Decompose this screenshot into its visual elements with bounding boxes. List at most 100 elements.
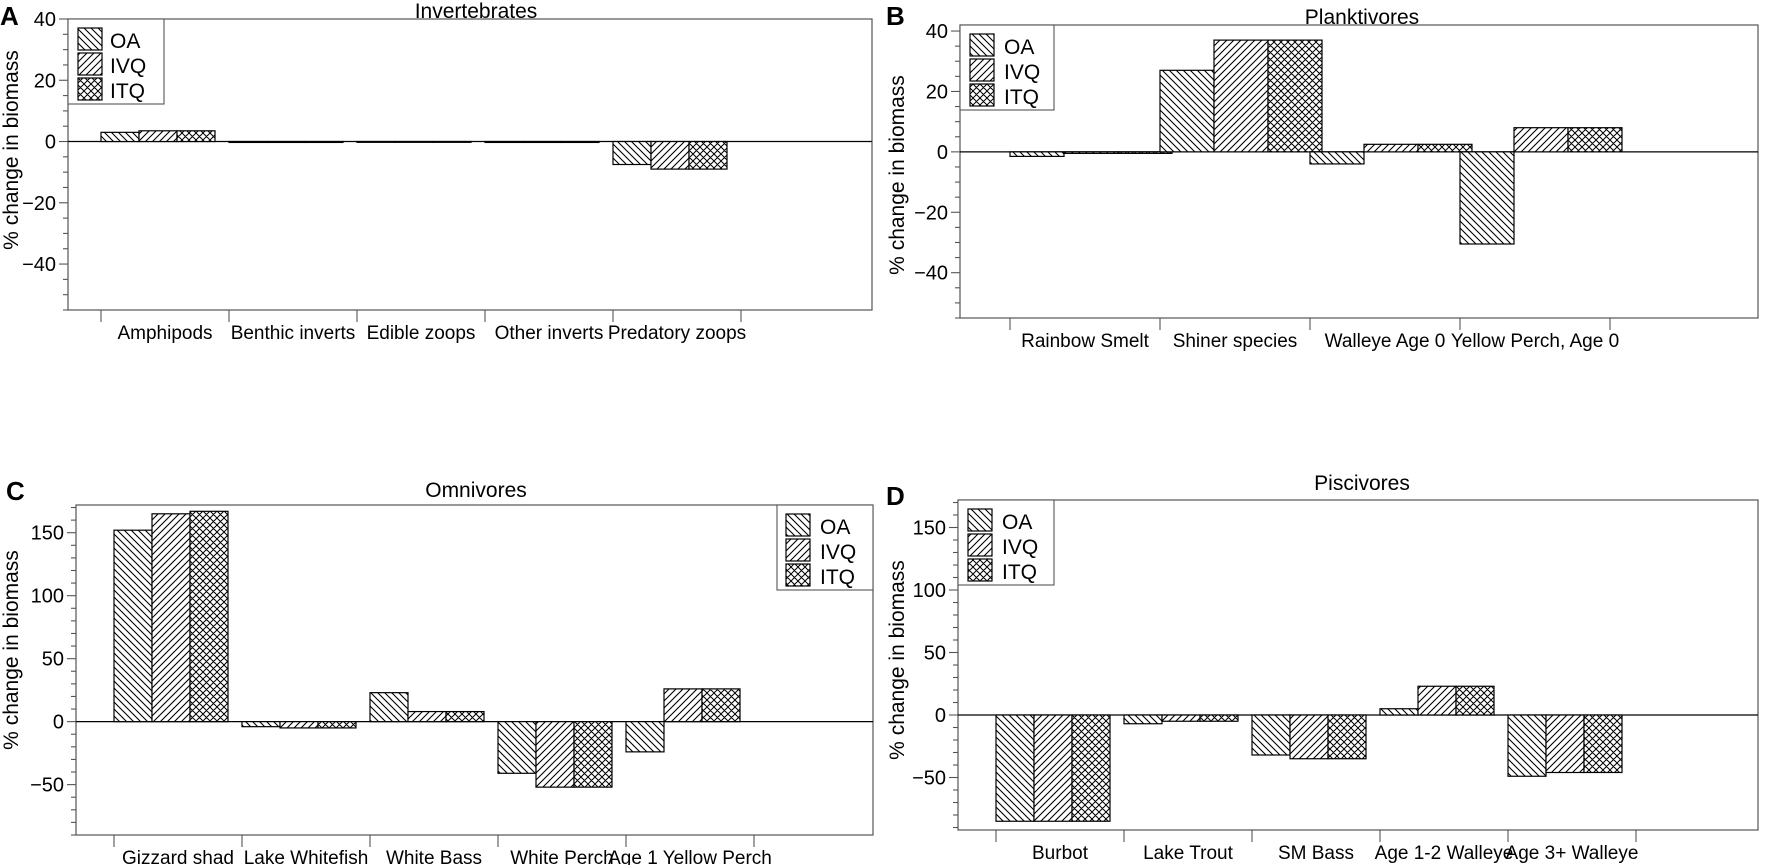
bar-oa xyxy=(1123,714,1163,725)
legend-swatch-ivq xyxy=(967,533,993,557)
y-tick-label: 50 xyxy=(42,649,64,671)
x-tick-label: Edible zoops xyxy=(367,323,476,344)
legend-label-itq: ITQ xyxy=(820,566,855,589)
y-axis: 150 100 50 0 −50 xyxy=(912,501,958,829)
bar-ivq xyxy=(1289,714,1329,760)
panel-label: B xyxy=(886,1,905,31)
y-tick-label: 100 xyxy=(913,580,946,602)
bars xyxy=(1009,39,1623,245)
bar-oa xyxy=(1507,714,1547,777)
bars xyxy=(995,685,1623,822)
y-tick-label: −50 xyxy=(30,775,64,797)
legend-label-oa: OA xyxy=(1004,36,1034,59)
panel-c-omnivores: C Omnivores % change in biomass 150 100 50… xyxy=(0,476,874,865)
bar-ivq xyxy=(1063,151,1119,154)
bar-oa xyxy=(625,721,665,753)
y-tick-label: 0 xyxy=(53,712,64,734)
bar-itq xyxy=(1455,685,1495,716)
legend-label-ivq: IVQ xyxy=(1004,61,1040,84)
bar-oa xyxy=(484,140,524,144)
bar-oa xyxy=(369,692,409,723)
bar-itq xyxy=(701,688,741,723)
bar-oa xyxy=(241,721,281,728)
y-axis: 40 20 0 −20 −40 xyxy=(22,9,68,311)
bar-itq xyxy=(304,140,344,144)
legend-swatch-ivq xyxy=(785,538,811,562)
panel-label: A xyxy=(0,1,19,31)
x-axis: Gizzard shad Lake Whitefish White Bass Whit… xyxy=(113,835,772,865)
legend-swatch-itq xyxy=(969,83,995,107)
bar-ivq xyxy=(663,688,703,723)
legend-label-itq: ITQ xyxy=(1004,86,1039,109)
bar-ivq xyxy=(1033,714,1073,822)
legend-swatch-oa xyxy=(77,27,103,51)
x-tick-label: Lake Trout xyxy=(1143,843,1233,864)
x-axis: Rainbow Smelt Shiner species Walleye Age 0… xyxy=(1009,318,1619,352)
y-tick-label: 0 xyxy=(45,132,56,154)
bar-ivq xyxy=(266,140,306,144)
bar-itq xyxy=(688,140,728,170)
bar-itq xyxy=(1567,127,1623,153)
bar-oa xyxy=(113,529,153,723)
y-tick-label: 40 xyxy=(926,21,948,43)
x-tick-label: Predatory zoops xyxy=(608,323,746,344)
legend-label-ivq: IVQ xyxy=(820,541,856,564)
bar-ivq xyxy=(1513,127,1569,153)
bars xyxy=(113,510,741,788)
x-tick-label: Age 3+ Walleye xyxy=(1506,843,1639,864)
y-tick-label: 20 xyxy=(926,81,948,103)
bar-ivq xyxy=(522,140,562,144)
y-tick-label: 40 xyxy=(34,9,56,31)
x-tick-label: Gizzard shad xyxy=(122,848,234,865)
legend-swatch-itq xyxy=(785,563,811,587)
y-axis-label: % change in biomass xyxy=(886,560,909,760)
panel-b-planktivores: B Planktivores % change in biomass 40 20 0… xyxy=(886,1,1759,352)
legend: OA IVQ ITQ xyxy=(67,18,165,105)
x-tick-label: Shiner species xyxy=(1173,331,1298,352)
panel-a-invertebrates: A Invertebrates % change in biomass 40 20… xyxy=(0,0,873,344)
legend-swatch-ivq xyxy=(77,52,103,76)
legend: OA IVQ ITQ xyxy=(957,499,1055,586)
bar-oa xyxy=(100,131,140,143)
bar-ivq xyxy=(535,721,575,788)
panel-d-piscivores: D Piscivores % change in biomass 150 100 5… xyxy=(886,472,1759,864)
x-tick-label: Yellow Perch, Age 0 xyxy=(1451,331,1619,352)
bar-oa xyxy=(1379,708,1419,716)
bar-itq xyxy=(573,721,613,788)
x-tick-label: Age 1-2 Walleye xyxy=(1375,843,1514,864)
legend-swatch-oa xyxy=(967,508,993,532)
bar-itq xyxy=(189,510,229,723)
x-axis: Burbot Lake Trout SM Bass Age 1-2 WalleyeAg… xyxy=(995,830,1639,864)
bar-ivq xyxy=(1545,714,1585,774)
bar-ivq xyxy=(394,140,434,143)
legend-swatch-itq xyxy=(77,77,103,101)
panel-label: D xyxy=(886,481,905,511)
bar-itq xyxy=(1583,714,1623,774)
bar-oa xyxy=(1159,69,1215,153)
bar-itq xyxy=(1417,143,1473,153)
bar-oa xyxy=(1459,151,1515,245)
x-tick-label: Other inverts xyxy=(495,323,604,344)
plot-frame xyxy=(67,18,873,311)
legend-swatch-ivq xyxy=(969,58,995,82)
bar-oa xyxy=(995,714,1035,822)
bar-ivq xyxy=(1213,39,1269,153)
legend-label-oa: OA xyxy=(110,30,140,53)
panel-label: C xyxy=(6,476,25,506)
x-tick-label: Amphipods xyxy=(117,323,212,344)
bar-itq xyxy=(176,130,216,143)
bar-itq xyxy=(1071,714,1111,822)
bar-oa xyxy=(1251,714,1291,756)
y-tick-label: −40 xyxy=(22,254,56,276)
bar-itq xyxy=(1199,714,1239,722)
bar-oa xyxy=(1309,151,1365,165)
bar-oa xyxy=(1009,151,1065,157)
bar-itq xyxy=(1267,39,1323,153)
x-tick-label: Lake Whitefish xyxy=(244,848,369,865)
legend: OA IVQ ITQ xyxy=(959,24,1055,111)
x-axis: Amphipods Benthic inverts Edible zoops Othe… xyxy=(100,310,746,344)
legend-label-oa: OA xyxy=(1002,511,1032,534)
legend-label-ivq: IVQ xyxy=(110,55,146,78)
bar-ivq xyxy=(151,513,191,723)
